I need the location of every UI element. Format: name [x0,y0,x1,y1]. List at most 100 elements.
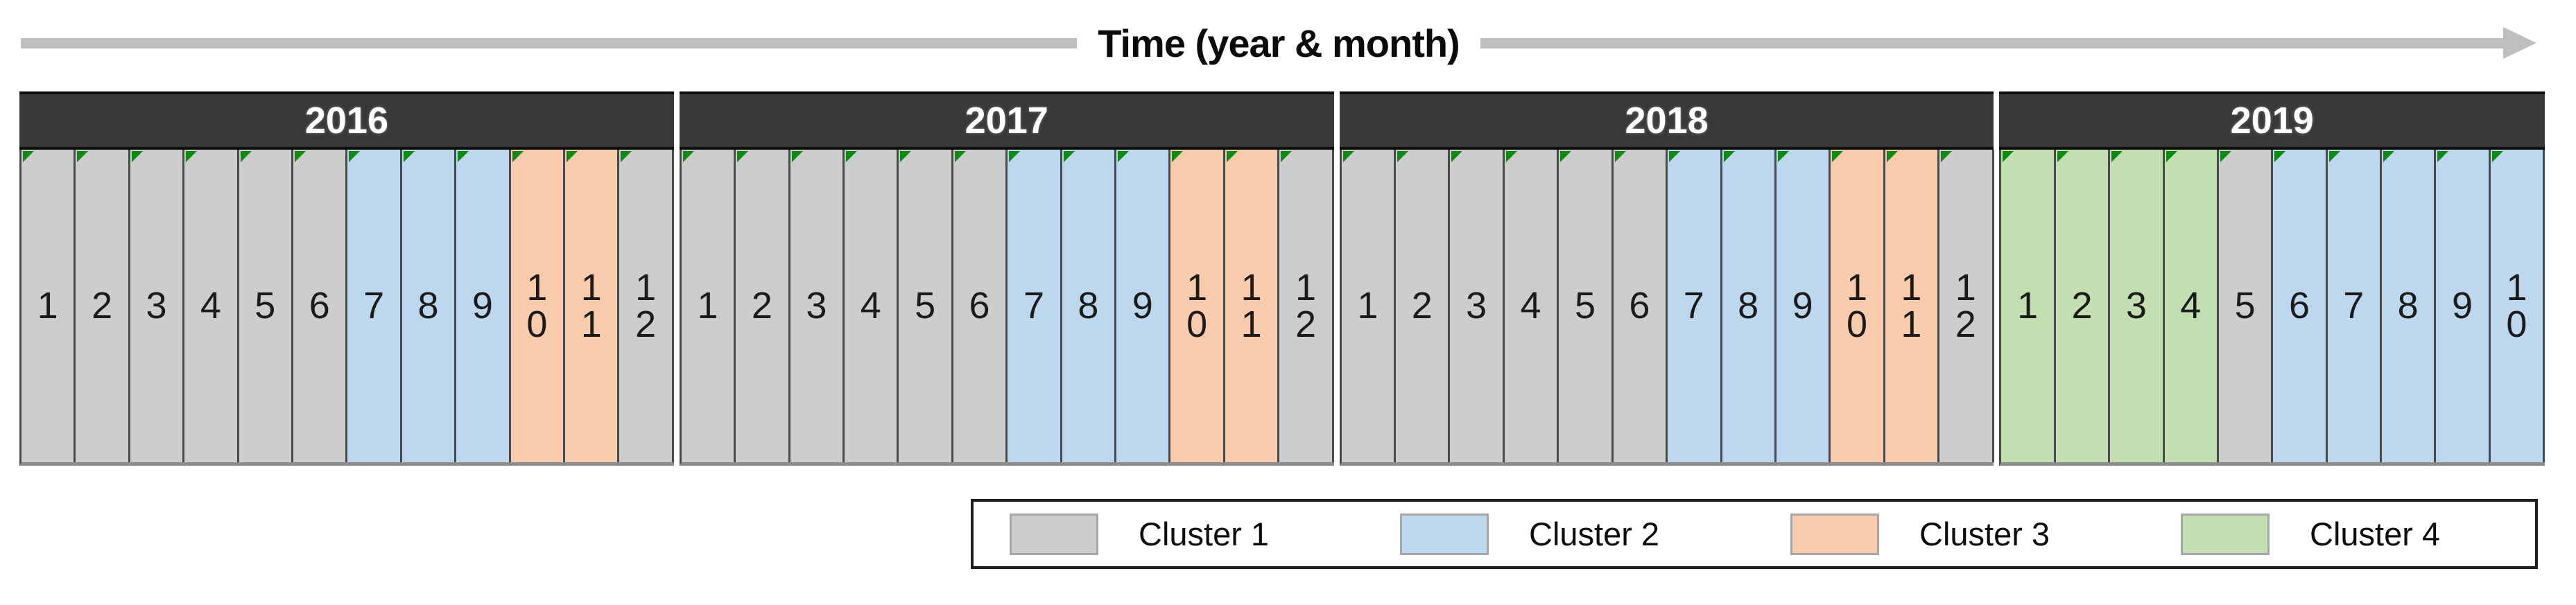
comment-marker-icon [512,151,524,162]
comment-marker-icon [2328,151,2340,162]
comment-marker-icon [2491,151,2503,162]
comment-marker-icon [900,151,912,162]
month-cell-2018-5: 5 [1559,150,1614,462]
comment-marker-icon [1777,151,1789,162]
time-axis-right-segment [1480,27,2536,59]
month-label: 8 [1738,285,1759,327]
year-months-row: 1 2 3 4 5 6 7 8 9 10 11 12 [19,150,674,466]
month-label: 6 [1629,285,1650,327]
month-cell-2016-10: 10 [510,150,566,462]
month-label: 11 [1901,266,1922,345]
comment-marker-icon [1614,151,1626,162]
time-axis: Time (year & month) [21,14,2536,72]
month-cell-2019-1: 1 [2001,150,2056,462]
legend-label: Cluster 2 [1529,516,1660,552]
year-months-row: 1 2 3 4 5 6 7 8 9 10 [1999,150,2545,466]
month-cell-2016-3: 3 [130,150,185,462]
month-cell-2018-1: 1 [1341,150,1397,462]
month-cell-2016-9: 9 [456,150,511,462]
comment-marker-icon [2383,151,2394,162]
month-label: 1 [1357,285,1378,327]
month-cell-2016-5: 5 [239,150,294,462]
comment-marker-icon [23,151,34,162]
comment-marker-icon [1009,151,1021,162]
month-label: 5 [254,285,276,327]
legend-item-cluster-1: Cluster 1 [974,513,1364,555]
month-label: 11 [1241,266,1262,345]
comment-marker-icon [1505,151,1517,162]
month-label: 12 [1295,266,1317,345]
month-cell-2019-9: 9 [2436,150,2491,462]
month-cell-2018-4: 4 [1504,150,1559,462]
comment-marker-icon [954,151,966,162]
month-cell-2017-2: 2 [736,150,790,462]
year-months-row: 1 2 3 4 5 6 7 8 9 10 11 12 [679,150,1334,466]
month-label: 2 [1411,285,1433,327]
month-cell-2018-3: 3 [1450,150,1505,462]
month-label: 2 [751,285,772,327]
comment-marker-icon [2220,151,2231,162]
month-cell-2017-1: 1 [681,150,736,462]
cluster2-swatch-icon [1400,513,1489,555]
cluster1-swatch-icon [1010,513,1098,555]
legend-label: Cluster 1 [1139,516,1270,552]
time-axis-line-right [1480,37,2503,49]
comment-marker-icon [682,151,694,162]
comment-marker-icon [2057,151,2068,162]
month-cell-2016-4: 4 [184,150,239,462]
month-label: 3 [806,285,827,327]
month-label: 10 [1186,266,1208,345]
month-label: 2 [92,285,113,327]
comment-marker-icon [737,151,749,162]
year-block-2019: 2019 1 2 3 4 5 6 7 8 9 10 [1999,91,2545,466]
month-cell-2016-1: 1 [21,150,76,462]
month-label: 1 [37,285,58,327]
comment-marker-icon [621,151,632,162]
month-label: 12 [1955,266,1976,345]
month-cell-2017-8: 8 [1062,150,1117,462]
month-label: 9 [472,285,493,327]
legend-label: Cluster 4 [2310,516,2441,552]
comment-marker-icon [846,151,858,162]
month-cell-2017-6: 6 [953,150,1008,462]
comment-marker-icon [1281,151,1293,162]
comment-marker-icon [2274,151,2286,162]
month-cell-2017-5: 5 [899,150,953,462]
month-label: 3 [1466,285,1487,327]
month-cell-2017-11: 11 [1225,150,1280,462]
comment-marker-icon [1669,151,1681,162]
month-label: 11 [580,266,602,345]
month-cell-2016-7: 7 [347,150,402,462]
comment-marker-icon [403,151,415,162]
comment-marker-icon [1941,151,1953,162]
month-label: 1 [697,285,718,327]
month-label: 4 [1520,285,1541,327]
comment-marker-icon [1886,151,1898,162]
month-cell-2017-10: 10 [1170,150,1225,462]
month-cell-2016-8: 8 [401,150,457,462]
month-cell-2019-7: 7 [2327,150,2382,462]
year-header: 2016 [19,91,674,150]
month-cell-2018-11: 11 [1885,150,1940,462]
comment-marker-icon [791,151,803,162]
legend-item-cluster-2: Cluster 2 [1364,513,1754,555]
month-label: 4 [860,285,881,327]
cluster3-swatch-icon [1790,513,1879,555]
legend: Cluster 1 Cluster 2 Cluster 3 Cluster 4 [971,499,2538,569]
month-label: 6 [969,285,990,327]
comment-marker-icon [131,151,143,162]
month-label: 8 [417,285,439,327]
month-label: 4 [200,285,221,327]
legend-item-cluster-3: Cluster 3 [1754,513,2145,555]
month-cell-2018-9: 9 [1776,150,1831,462]
month-cell-2016-6: 6 [293,150,348,462]
month-label: 5 [915,285,936,327]
year-block-2017: 2017 1 2 3 4 5 6 7 8 9 10 11 12 [679,91,1334,466]
arrow-right-icon [2503,27,2536,59]
comment-marker-icon [2437,151,2449,162]
month-cell-2018-10: 10 [1831,150,1885,462]
month-cell-2018-7: 7 [1668,150,1722,462]
comment-marker-icon [1832,151,1844,162]
comment-marker-icon [1723,151,1735,162]
